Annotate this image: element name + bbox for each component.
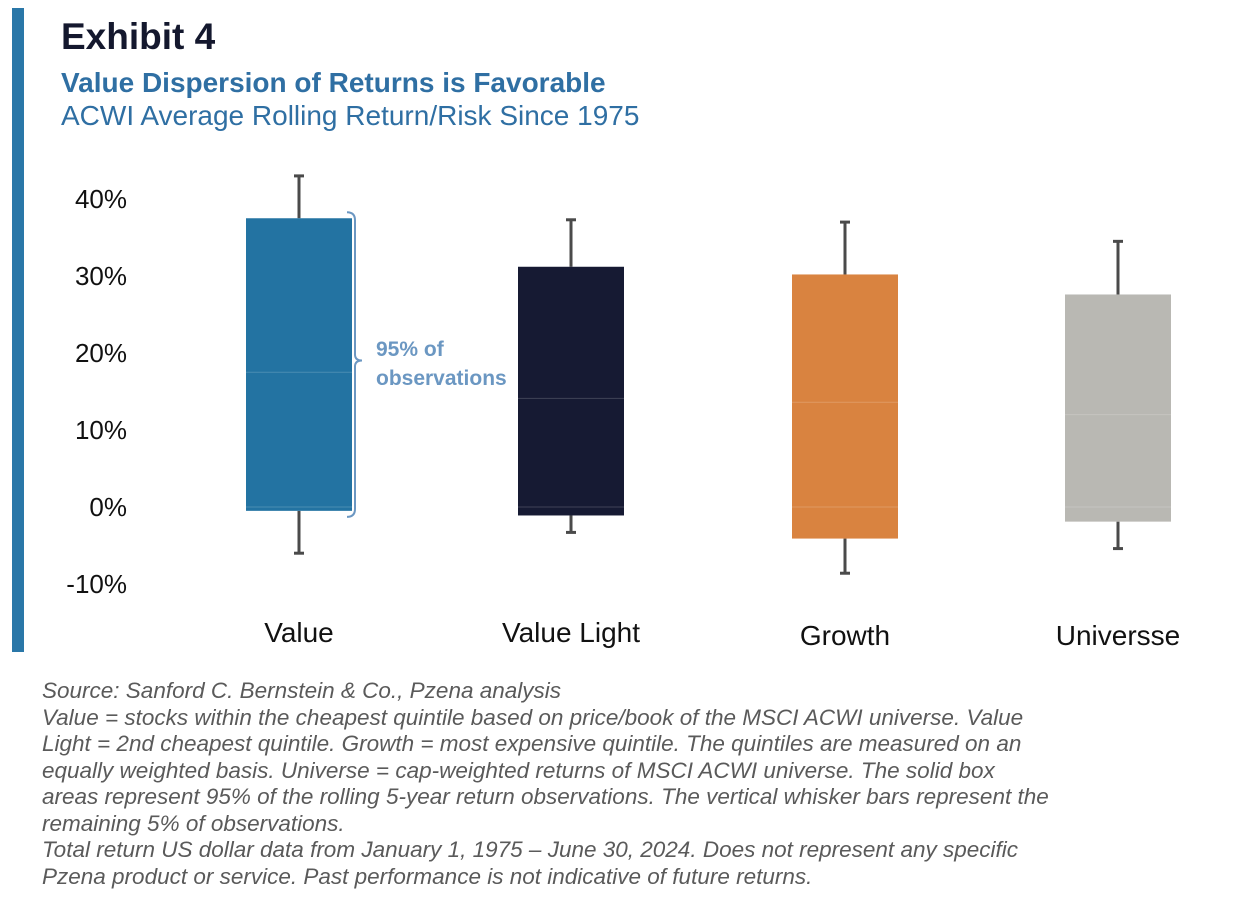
observations-annotation: 95% of observations — [346, 211, 507, 518]
annotation-bracket — [346, 211, 363, 518]
annotation-line-1: 95% of — [376, 338, 445, 361]
footnote-line: Value = stocks within the cheapest quint… — [42, 704, 1024, 730]
box-body — [1065, 294, 1171, 522]
annotation-line-2: observations — [376, 367, 507, 390]
x-tick-label: Value — [264, 617, 334, 648]
box-growth — [792, 220, 898, 575]
y-axis: 40% 30% 20% 10% 0% -10% — [66, 184, 127, 599]
box-plot-series — [246, 174, 1171, 575]
box-body — [518, 266, 624, 516]
y-tick-label: 0% — [89, 492, 127, 522]
accent-bar — [12, 8, 24, 652]
box-universe — [1065, 239, 1171, 551]
box-plot-chart: 40% 30% 20% 10% 0% -10% Value Value Light Growt… — [66, 174, 1180, 651]
y-tick-label: 10% — [75, 415, 127, 445]
footnote-line: Total return US dollar data from January… — [42, 837, 1018, 862]
box-body — [792, 274, 898, 539]
x-axis: Value Value Light Growth Universse — [264, 617, 1180, 651]
footnote-line: remaining 5% of observations. — [42, 810, 345, 836]
box-value-light — [518, 218, 624, 534]
y-tick-label: 40% — [75, 184, 127, 214]
box-value — [246, 174, 352, 555]
box-body — [246, 218, 352, 511]
exhibit-label: Exhibit 4 — [61, 16, 216, 57]
x-tick-label: Universse — [1056, 620, 1180, 651]
chart-title: Value Dispersion of Returns is Favorable — [61, 67, 606, 98]
chart-subtitle: ACWI Average Rolling Return/Risk Since 1… — [61, 100, 640, 131]
footnote-line: Light = 2nd cheapest quintile. Growth = … — [42, 731, 1022, 756]
footnote-line: areas represent 95% of the rolling 5-yea… — [42, 784, 1049, 809]
source-note: Source: Sanford C. Bernstein & Co., Pzen… — [42, 678, 562, 703]
chart-footnotes: Source: Sanford C. Bernstein & Co., Pzen… — [42, 678, 1232, 890]
x-tick-label: Value Light — [502, 617, 640, 648]
footnote-line: equally weighted basis. Universe = cap-w… — [42, 757, 995, 783]
y-tick-label: 30% — [75, 261, 127, 291]
y-tick-label: -10% — [66, 569, 127, 599]
x-tick-label: Growth — [800, 620, 890, 651]
footnote-line: Pzena product or service. Past performan… — [42, 863, 813, 889]
y-tick-label: 20% — [75, 338, 127, 368]
